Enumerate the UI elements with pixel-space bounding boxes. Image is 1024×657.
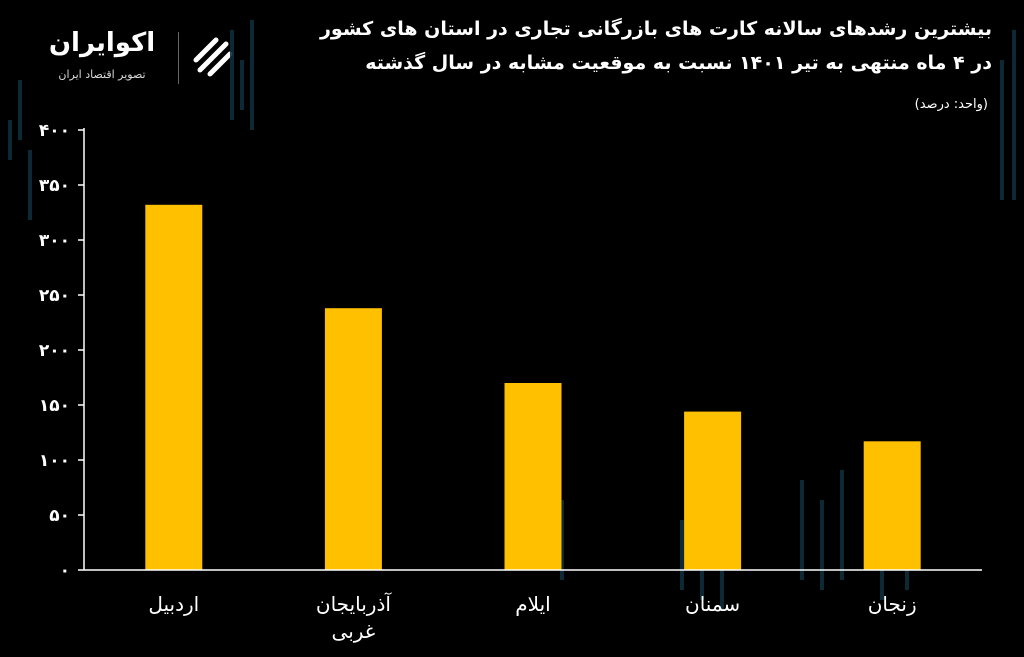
backdrop-candle <box>820 500 824 590</box>
category-label: آذربایجان <box>316 591 392 616</box>
bars <box>145 204 921 571</box>
backdrop-candle <box>720 560 724 610</box>
y-tick-label: ۳۰۰ <box>39 231 70 251</box>
bar <box>145 204 203 571</box>
chart-title-line-1: بیشترین رشدهای سالانه کارت های بازرگانی … <box>319 18 992 40</box>
bar <box>684 411 742 570</box>
category-label: ایلام <box>515 592 550 616</box>
brand-tagline: تصویر اقتصاد ایران <box>58 68 146 81</box>
backdrop-candle <box>1012 30 1016 200</box>
y-tick-label: ۰ <box>60 561 70 581</box>
bar <box>324 308 382 570</box>
category-label: زنجان <box>868 592 917 616</box>
y-tick-label: ۲۵۰ <box>39 286 70 306</box>
brand-logo: اکوایران تصویر اقتصاد ایران <box>38 28 258 88</box>
chart-title-line-2: در ۴ ماه منتهی به تیر ۱۴۰۱ نسبت به موقعی… <box>365 52 992 74</box>
backdrop-candle <box>230 30 234 120</box>
backdrop-candle <box>680 520 684 590</box>
bar <box>504 383 562 570</box>
bar <box>863 441 921 570</box>
category-label: غربی <box>332 619 376 643</box>
backdrop-candle <box>560 500 564 580</box>
logo-divider <box>178 32 179 84</box>
backdrop-candle <box>240 60 244 110</box>
category-label: سمنان <box>685 592 740 616</box>
backdrop-candle <box>1000 60 1004 200</box>
category-label: اردبیل <box>148 592 199 616</box>
y-tick-label: ۲۰۰ <box>39 341 70 361</box>
y-tick-label: ۱۵۰ <box>39 396 70 416</box>
backdrop-candle <box>28 150 32 220</box>
ekoiran-logo-icon <box>193 37 233 77</box>
backdrop-candle <box>800 480 804 580</box>
y-axis-ticks: ۰ ۵۰ ۱۰۰ ۱۵۰ ۲۰۰ ۲۵۰ ۳۰۰ ۳۵۰ ۴۰۰ <box>39 121 84 581</box>
y-tick-label: ۳۵۰ <box>39 176 70 196</box>
backdrop-candle <box>250 20 254 130</box>
y-tick-label: ۱۰۰ <box>39 451 70 471</box>
axes <box>83 128 982 571</box>
chart-title: بیشترین رشدهای سالانه کارت های بازرگانی … <box>232 12 992 80</box>
y-tick-label: ۴۰۰ <box>39 121 70 141</box>
backdrop-candle <box>8 120 12 160</box>
x-axis-categories: اردبیل آذربایجان غربی ایلام سمنان زنجان <box>148 591 916 643</box>
backdrop-candle <box>18 80 22 140</box>
y-tick-label: ۵۰ <box>49 506 70 526</box>
brand-name: اکوایران <box>48 28 156 58</box>
backdrop-candle <box>840 470 844 580</box>
unit-label: (واحد: درصد) <box>914 97 988 112</box>
